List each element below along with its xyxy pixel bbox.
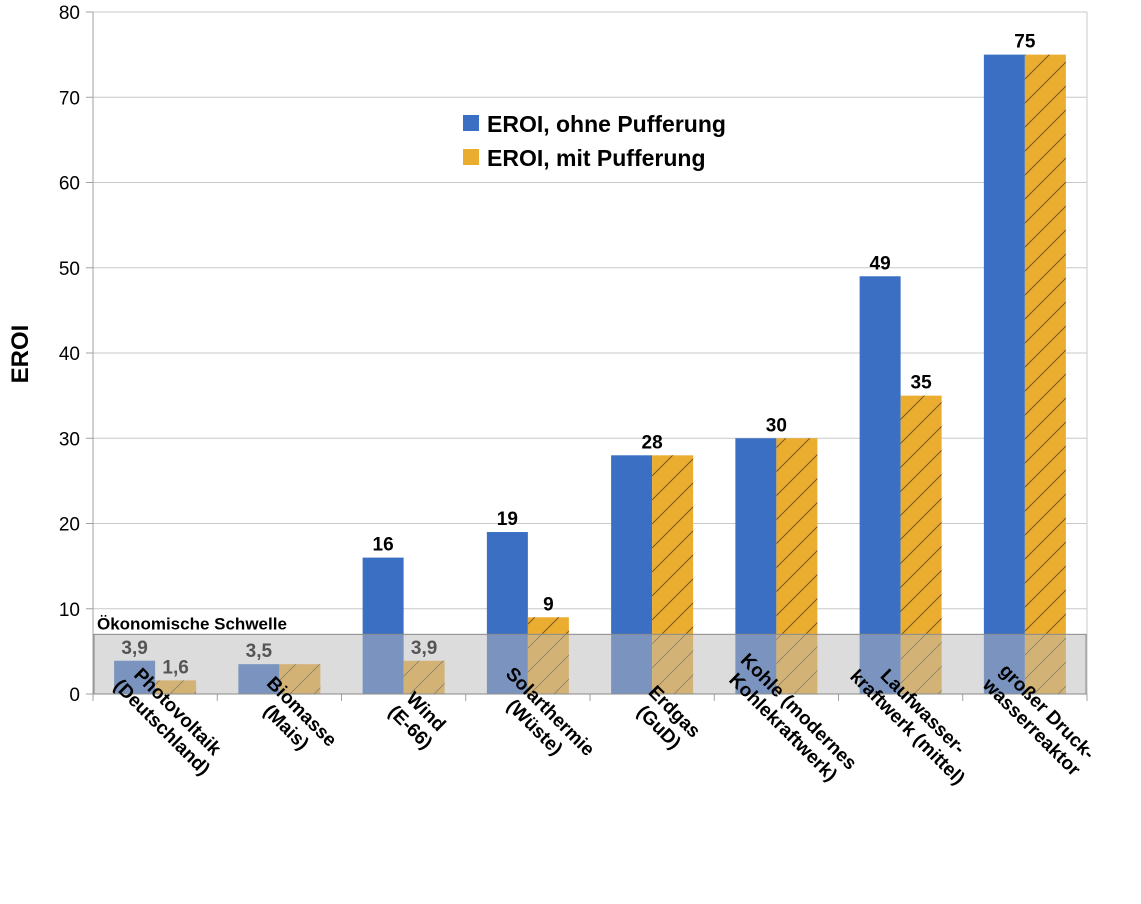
y-tick-label: 30 bbox=[59, 429, 80, 450]
data-label: 35 bbox=[911, 373, 933, 394]
y-tick-label: 50 bbox=[59, 259, 80, 280]
y-tick-label: 0 bbox=[69, 685, 80, 706]
bar-hatch bbox=[1024, 54, 1066, 694]
y-tick-label: 40 bbox=[59, 344, 80, 365]
data-label: 9 bbox=[543, 594, 554, 615]
y-tick-label: 80 bbox=[59, 3, 80, 24]
data-label: 1,6 bbox=[162, 657, 188, 678]
legend-swatch bbox=[463, 115, 479, 131]
y-axis-title: EROI bbox=[7, 325, 34, 384]
legend-entry: EROI, mit Pufferung bbox=[487, 145, 706, 171]
threshold-band: Ökonomische Schwelle bbox=[93, 614, 1087, 695]
y-tick-label: 10 bbox=[59, 600, 80, 621]
data-label: 3,9 bbox=[121, 638, 147, 659]
threshold-region bbox=[93, 633, 1087, 695]
data-label: 19 bbox=[497, 509, 518, 530]
legend-entry: EROI, ohne Pufferung bbox=[487, 111, 726, 137]
data-label: 30 bbox=[766, 415, 787, 436]
data-label: 28 bbox=[642, 432, 663, 453]
category-label: Wind(E-66) bbox=[384, 688, 449, 753]
threshold-label: Ökonomische Schwelle bbox=[97, 614, 287, 633]
data-labels: 3,9 1,6 3,5 16 3,9 19 9 28 30 49 35 75 bbox=[121, 32, 1035, 679]
y-tick-label: 20 bbox=[59, 515, 80, 536]
axes: 0 10 20 30 40 50 60 70 80 bbox=[59, 3, 1088, 706]
data-label: 3,5 bbox=[246, 641, 273, 662]
legend-swatch bbox=[463, 149, 479, 165]
legend: EROI, ohne Pufferung EROI, mit Pufferung bbox=[463, 111, 726, 171]
y-tick-label: 60 bbox=[59, 174, 80, 195]
data-label: 49 bbox=[870, 253, 891, 274]
bar-ohne-pufferung bbox=[859, 276, 901, 694]
data-label: 75 bbox=[1014, 32, 1036, 53]
y-tick-label: 70 bbox=[59, 88, 80, 109]
grid-lines bbox=[93, 11, 1088, 695]
bar-ohne-pufferung bbox=[983, 54, 1025, 694]
data-label: 3,9 bbox=[411, 638, 437, 659]
data-label: 16 bbox=[373, 535, 394, 556]
